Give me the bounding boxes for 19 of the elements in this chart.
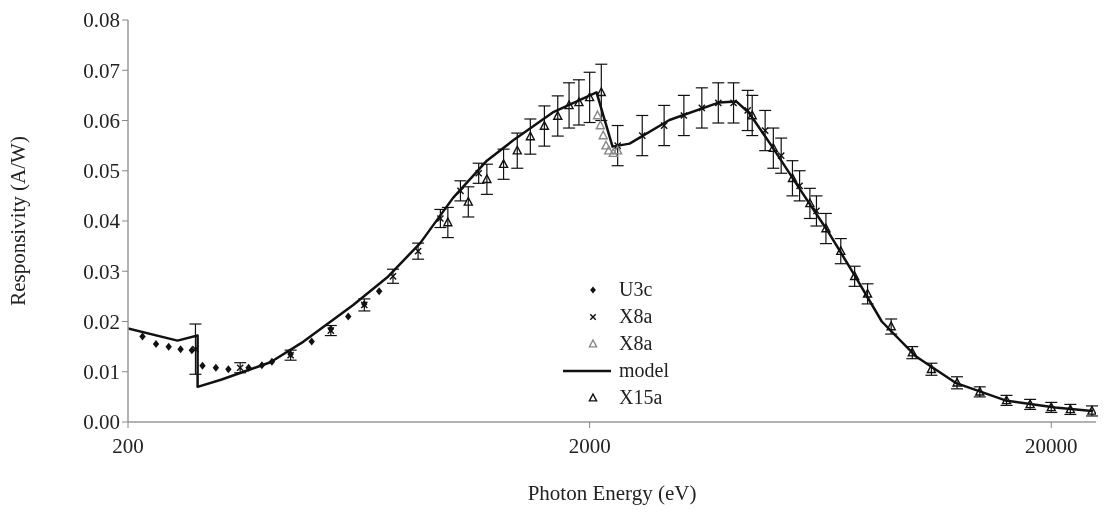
y-tick-label: 0.03 [83, 259, 120, 284]
y-tick-label: 0.04 [83, 209, 121, 234]
legend-label: X8a [619, 332, 653, 355]
legend-label: X15a [619, 386, 663, 409]
x-tick-label: 20000 [1025, 433, 1078, 458]
legend-label: X8a [619, 305, 653, 328]
y-tick-label: 0.08 [83, 8, 120, 33]
y-tick-label: 0.02 [83, 309, 120, 334]
y-tick-label: 0.05 [83, 159, 120, 184]
legend-label: model [619, 359, 669, 382]
y-tick-label: 0.07 [83, 58, 120, 83]
y-axis-title: Responsivity (A/W) [6, 136, 31, 306]
x-axis-title: Photon Energy (eV) [527, 481, 697, 505]
y-tick-label: 0.06 [83, 108, 120, 133]
x-tick-label: 200 [112, 433, 144, 458]
y-tick-label: 0.01 [83, 360, 120, 385]
x-tick-label: 2000 [568, 433, 611, 458]
legend-label: U3c [619, 278, 653, 301]
y-tick-label: 0.00 [83, 410, 120, 435]
